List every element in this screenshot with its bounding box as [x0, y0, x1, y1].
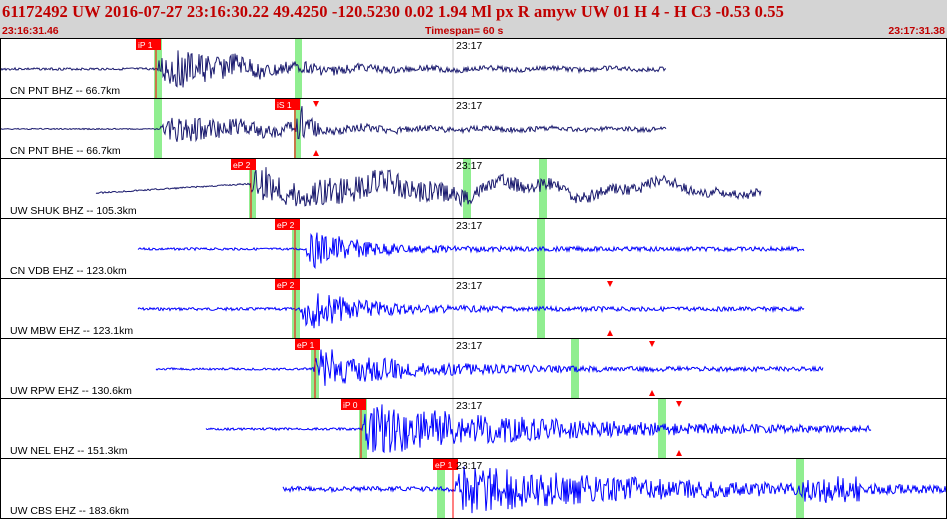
channel-panel[interactable]: eP 1 23:17 UW CBS EHZ -- 183.6km: [0, 458, 947, 519]
pick-flag: [275, 219, 300, 230]
waveform-canvas: eP 2: [95, 159, 762, 218]
marker-triangle-down-icon: [649, 341, 655, 347]
channel-label: CN PNT BHZ -- 66.7km: [10, 85, 121, 97]
channel-panel[interactable]: iP 1 23:17 CN PNT BHZ -- 66.7km: [0, 38, 947, 99]
waveform-canvas: eP 1: [282, 459, 946, 518]
marker-triangle-up-icon: [676, 450, 682, 456]
minute-label: 23:17: [456, 280, 483, 292]
timespan: Timespan= 60 s: [425, 25, 504, 37]
waveform-canvas: iP 1: [1, 39, 667, 98]
pick-flag: [295, 339, 320, 350]
seismic-trace: [1, 50, 667, 88]
pick-label: iP 0: [343, 400, 358, 410]
pick-flag: [275, 99, 300, 110]
time-window-band: [658, 399, 666, 458]
channel-label: UW SHUK BHZ -- 105.3km: [10, 205, 137, 217]
minute-label: 23:17: [456, 400, 483, 412]
time-window-band: [154, 99, 162, 158]
seismic-trace: [95, 167, 762, 208]
channel-panel[interactable]: eP 2 23:17 CN VDB EHZ -- 123.0km: [0, 218, 947, 279]
pick-flag: [275, 279, 300, 290]
seismic-trace: [137, 232, 805, 270]
channel-label: UW CBS EHZ -- 183.6km: [10, 505, 130, 517]
marker-triangle-up-icon: [649, 390, 655, 396]
time-window-band: [249, 159, 256, 218]
waveform-canvas: eP 1: [155, 339, 824, 398]
pick-label: eP 1: [435, 460, 453, 470]
channel-panel[interactable]: iS 1 23:17 CN PNT BHE -- 66.7km: [0, 98, 947, 159]
end-time: 23:17:31.38: [888, 25, 945, 37]
pick-label: eP 2: [233, 160, 251, 170]
channel-label: CN VDB EHZ -- 123.0km: [10, 265, 127, 277]
event-title: 61172492 UW 2016-07-27 23:16:30.22 49.42…: [2, 2, 784, 21]
waveform-canvas: eP 2: [137, 219, 805, 278]
channel-label: UW RPW EHZ -- 130.6km: [10, 385, 132, 397]
pick-flag: [136, 39, 161, 50]
pick-flag: [433, 459, 458, 470]
minute-label: 23:17: [456, 40, 483, 52]
marker-triangle-up-icon: [313, 150, 319, 156]
time-window-band: [571, 339, 579, 398]
time-window-band: [796, 459, 804, 518]
time-window-band: [292, 279, 300, 338]
seismic-trace: [1, 106, 667, 143]
time-window-band: [463, 159, 471, 218]
channel-panel[interactable]: iP 0 23:17 UW NEL EHZ -- 151.3km: [0, 398, 947, 459]
channel-panel[interactable]: eP 1 23:17 UW RPW EHZ -- 130.6km: [0, 338, 947, 399]
waveform-canvas: eP 2: [137, 279, 805, 338]
pick-label: iP 1: [138, 40, 153, 50]
pick-label: iS 1: [277, 100, 292, 110]
marker-triangle-down-icon: [607, 281, 613, 287]
time-window-band: [359, 399, 367, 458]
time-window-band: [537, 219, 545, 278]
minute-label: 23:17: [456, 340, 483, 352]
seismogram-panels: iP 1 23:17 CN PNT BHZ -- 66.7km iS 1 23:17 CN…: [0, 38, 947, 520]
seismic-trace: [205, 404, 872, 454]
minute-label: 23:17: [456, 220, 483, 232]
waveform-canvas: iP 0: [205, 399, 872, 458]
channel-panel[interactable]: eP 2 23:17 UW SHUK BHZ -- 105.3km: [0, 158, 947, 219]
pick-label: eP 2: [277, 220, 295, 230]
channel-label: CN PNT BHE -- 66.7km: [10, 145, 121, 157]
pick-label: eP 2: [277, 280, 295, 290]
marker-triangle-down-icon: [313, 101, 319, 107]
minute-label: 23:17: [456, 160, 483, 172]
marker-triangle-down-icon: [676, 401, 682, 407]
channel-label: UW MBW EHZ -- 123.1km: [10, 325, 134, 337]
channel-panel[interactable]: eP 2 23:17 UW MBW EHZ -- 123.1km: [0, 278, 947, 339]
seismic-trace: [282, 466, 946, 514]
pick-flag: [231, 159, 256, 170]
header-bar: 61172492 UW 2016-07-27 23:16:30.22 49.42…: [0, 0, 947, 38]
minute-label: 23:17: [456, 460, 483, 472]
pick-flag: [341, 399, 366, 410]
minute-label: 23:17: [456, 100, 483, 112]
seismic-trace: [137, 293, 805, 329]
seismic-trace: [155, 349, 824, 386]
start-time: 23:16:31.46: [2, 25, 59, 37]
marker-triangle-up-icon: [607, 330, 613, 336]
channel-label: UW NEL EHZ -- 151.3km: [10, 445, 128, 457]
waveform-canvas: iS 1: [1, 99, 667, 158]
pick-label: eP 1: [297, 340, 315, 350]
time-window-band: [539, 159, 547, 218]
